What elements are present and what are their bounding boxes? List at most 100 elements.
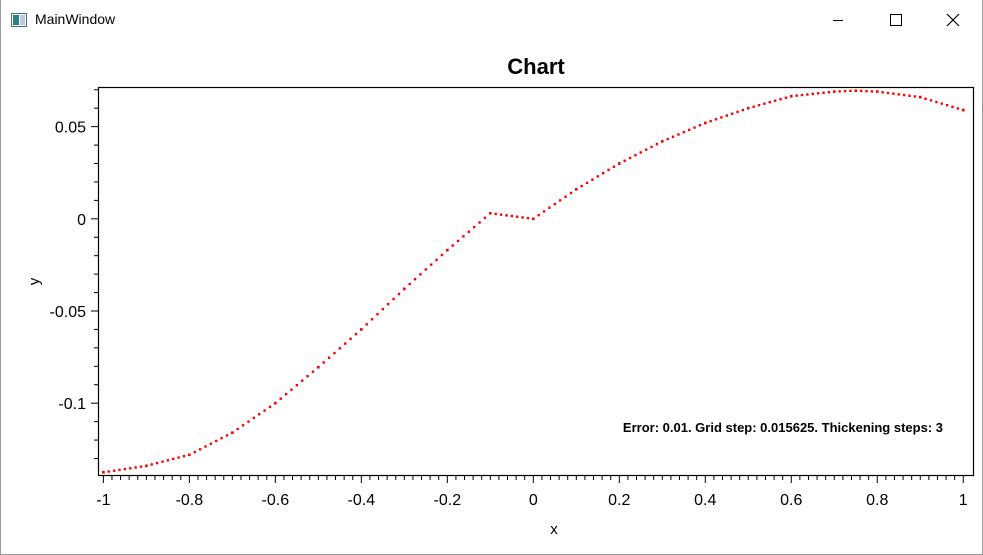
chart-title: Chart <box>507 54 565 79</box>
data-point <box>381 307 385 311</box>
x-tick-label: -0.8 <box>176 492 204 509</box>
x-tick-label: 0.4 <box>694 492 716 509</box>
data-point <box>499 213 503 216</box>
data-point <box>344 342 347 345</box>
data-point <box>542 210 546 213</box>
data-point <box>945 104 949 107</box>
data-point <box>537 213 540 217</box>
data-point <box>107 470 110 473</box>
data-point <box>935 100 938 104</box>
data-point <box>521 216 524 219</box>
data-point <box>478 221 481 224</box>
x-tick-label: 0.6 <box>780 492 802 509</box>
data-point <box>112 469 116 472</box>
data-point <box>161 460 164 463</box>
data-point <box>558 199 562 202</box>
data-point <box>607 168 610 172</box>
data-point <box>446 248 449 252</box>
data-point <box>397 292 401 296</box>
data-point <box>601 171 605 175</box>
data-point <box>301 379 304 382</box>
data-point <box>139 465 143 468</box>
x-tick-label: -1 <box>96 492 110 509</box>
data-point <box>188 453 191 456</box>
data-point <box>741 108 745 112</box>
title-bar[interactable]: MainWindow <box>1 0 982 40</box>
data-point <box>311 370 315 373</box>
data-point <box>886 91 890 95</box>
data-point <box>365 323 368 326</box>
data-point <box>962 108 965 112</box>
chart-annotation: Error: 0.01. Grid step: 0.015625. Thicke… <box>623 420 943 435</box>
data-point <box>290 388 293 391</box>
data-point <box>859 89 863 93</box>
data-point <box>908 94 911 97</box>
data-point <box>392 297 395 301</box>
data-point <box>553 202 557 206</box>
data-point <box>634 154 637 157</box>
maximize-button[interactable] <box>872 0 918 40</box>
data-point <box>843 89 847 93</box>
data-point <box>150 463 153 466</box>
data-point <box>951 105 954 109</box>
data-point <box>854 89 857 92</box>
data-point <box>575 188 578 191</box>
data-point <box>451 244 454 247</box>
data-point <box>333 351 336 355</box>
data-point <box>483 216 487 220</box>
data-point <box>424 268 428 271</box>
data-point <box>865 89 868 93</box>
data-point <box>338 347 342 350</box>
data-point <box>612 165 616 168</box>
data-point <box>263 409 266 412</box>
data-point <box>360 328 363 331</box>
data-point <box>172 457 175 461</box>
data-point <box>870 90 874 93</box>
data-point <box>198 448 202 451</box>
data-point <box>671 135 675 138</box>
data-point <box>569 191 573 195</box>
data-point <box>720 116 723 119</box>
data-point <box>773 99 777 102</box>
data-point <box>327 356 331 359</box>
data-point <box>472 225 476 229</box>
data-point <box>182 454 186 458</box>
data-point <box>666 137 669 141</box>
data-point <box>768 101 771 104</box>
data-point <box>440 253 444 257</box>
close-button[interactable] <box>929 0 975 40</box>
x-tick-label: -0.4 <box>348 492 376 509</box>
x-tick-label: 0.8 <box>866 492 888 509</box>
data-point <box>757 104 761 107</box>
minimize-button[interactable] <box>815 0 861 40</box>
data-point <box>730 112 734 115</box>
data-point <box>623 159 626 162</box>
data-point <box>279 397 282 400</box>
data-point <box>698 124 702 127</box>
data-point <box>376 313 379 316</box>
data-point <box>806 93 809 96</box>
data-point <box>220 437 223 440</box>
data-point <box>274 401 277 405</box>
window-title: MainWindow <box>35 11 116 27</box>
data-point <box>102 471 105 474</box>
data-point <box>209 442 213 445</box>
data-point <box>661 140 664 143</box>
data-point <box>403 287 406 291</box>
data-point <box>317 366 320 369</box>
data-point <box>650 145 653 149</box>
data-point <box>413 277 417 281</box>
data-point <box>166 459 170 462</box>
data-point <box>435 258 438 262</box>
data-point <box>913 95 917 98</box>
data-point <box>134 466 137 469</box>
y-tick-label: 0 <box>77 212 86 229</box>
data-point <box>505 214 508 217</box>
data-point <box>193 450 196 454</box>
data-point <box>118 468 121 472</box>
data-point <box>295 384 299 387</box>
close-icon <box>946 13 960 27</box>
data-point <box>822 91 825 94</box>
data-point <box>231 431 234 434</box>
data-point <box>596 175 600 178</box>
